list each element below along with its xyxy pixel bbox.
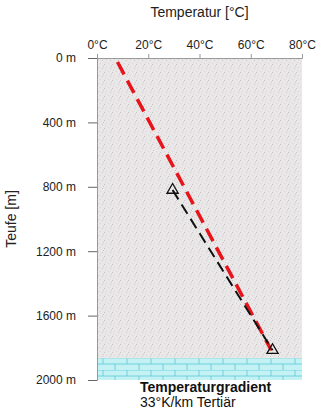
- y-tick: 0 m: [56, 51, 97, 65]
- plot-area: [97, 58, 302, 380]
- x-tick-mark: [148, 54, 149, 58]
- chart: 0°C 20°C 40°C 60°C 80°C 0 m 400 m 800 m 1200 m 16…: [0, 0, 326, 414]
- annotation: Temperaturgradient33°K/km Tertiär: [140, 379, 272, 410]
- x-tick: 40°C: [187, 38, 214, 58]
- x-tick-label: 20°C: [135, 38, 162, 52]
- y-axis: 0 m 400 m 800 m 1200 m 1600 m 2000 m: [36, 51, 98, 387]
- x-tick: 0°C: [87, 38, 107, 58]
- y-tick-label: 2000 m: [36, 373, 76, 387]
- series-line: [173, 190, 273, 350]
- x-tick-mark: [97, 54, 98, 58]
- y-tick-label: 0 m: [56, 51, 76, 65]
- x-axis-title: Temperatur [°C]: [150, 4, 248, 20]
- y-tick: 800 m: [43, 180, 97, 194]
- x-axis-line: [98, 54, 303, 59]
- y-tick-label: 1200 m: [36, 245, 76, 259]
- annotation-text: Temperaturgradient: [140, 379, 272, 395]
- x-tick-mark: [200, 54, 201, 58]
- y-tick: 400 m: [43, 116, 97, 130]
- y-tick-mark: [88, 380, 97, 381]
- y-axis-title: Teufe [m]: [3, 190, 19, 248]
- x-tick-label: 0°C: [87, 38, 107, 52]
- y-tick-mark: [88, 122, 97, 123]
- x-tick: 60°C: [238, 38, 265, 58]
- y-tick: 1200 m: [36, 245, 97, 259]
- data-point: [167, 184, 178, 194]
- series-line: [118, 62, 272, 350]
- x-axis: 0°C 20°C 40°C 60°C 80°C: [87, 38, 316, 59]
- y-tick-mark: [88, 58, 97, 59]
- x-tick: 20°C: [135, 38, 162, 58]
- y-tick: 2000 m: [36, 373, 97, 387]
- y-tick-label: 800 m: [43, 180, 76, 194]
- x-tick-mark: [302, 54, 303, 58]
- y-tick-mark: [88, 251, 97, 252]
- y-tick-label: 400 m: [43, 116, 76, 130]
- plot: 0°C 20°C 40°C 60°C 80°C 0 m 400 m 800 m 1200 m 16…: [36, 38, 316, 387]
- y-tick-label: 1600 m: [36, 309, 76, 323]
- data-point: [267, 344, 278, 354]
- x-tick-label: 40°C: [187, 38, 214, 52]
- x-tick-label: 80°C: [289, 38, 316, 52]
- limestone-layer: [97, 358, 302, 380]
- y-tick: 1600 m: [36, 309, 97, 323]
- y-tick-mark: [88, 187, 97, 188]
- x-tick-label: 60°C: [238, 38, 265, 52]
- x-tick: 80°C: [289, 38, 316, 58]
- y-tick-mark: [88, 316, 97, 317]
- background: [97, 58, 302, 380]
- y-axis-line: [88, 59, 98, 381]
- x-tick-mark: [251, 54, 252, 58]
- annotation-text: 33°K/km Tertiär: [140, 394, 236, 410]
